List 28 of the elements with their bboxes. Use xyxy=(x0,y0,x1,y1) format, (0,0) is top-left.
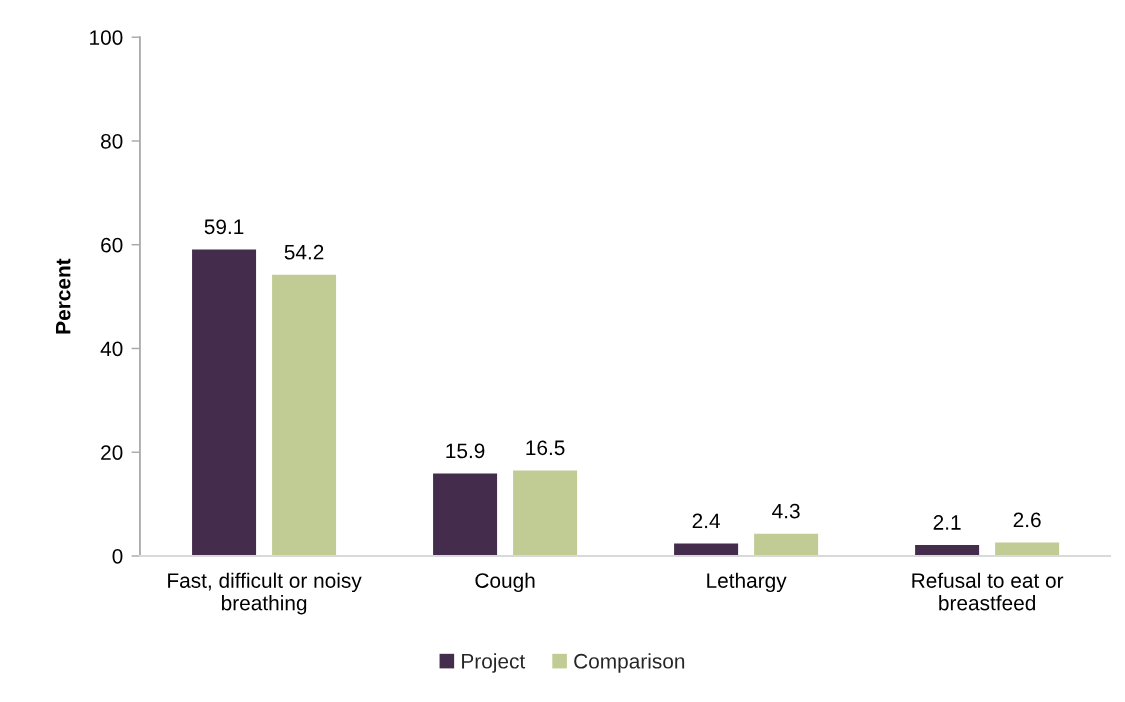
x-tick-label: Cough xyxy=(475,572,535,593)
data-label: 15.9 xyxy=(446,443,485,459)
y-tick-label: 100 xyxy=(90,30,123,45)
legend-label: Comparison xyxy=(574,653,685,673)
data-label: 2.1 xyxy=(933,515,961,530)
bar xyxy=(192,249,257,556)
y-tick-label: 60 xyxy=(101,237,123,253)
x-tick-label: Refusal to eat or breastfeed xyxy=(912,572,1064,611)
bar xyxy=(272,274,337,556)
x-tick-label: Fast, difficult or noisy breathing xyxy=(168,572,362,615)
legend-label: Project xyxy=(462,653,526,673)
data-label: 59.1 xyxy=(204,219,244,235)
bar xyxy=(513,470,578,556)
data-label: 2.4 xyxy=(692,513,720,529)
bar xyxy=(433,473,498,556)
y-tick-label: 20 xyxy=(101,445,123,460)
y-axis-title: Percent xyxy=(55,258,71,334)
bar xyxy=(915,545,980,556)
y-tick-label: 40 xyxy=(100,341,123,357)
x-tick-label: Lethargy xyxy=(707,572,787,593)
data-label: 16.5 xyxy=(526,440,565,456)
data-label: 2.6 xyxy=(1013,512,1041,528)
bar xyxy=(995,542,1060,556)
data-label: 54.2 xyxy=(284,244,324,260)
y-tick-label: 0 xyxy=(112,548,123,564)
data-label: 4.3 xyxy=(772,503,800,519)
y-tick-label: 80 xyxy=(101,133,123,149)
bar xyxy=(754,533,819,556)
